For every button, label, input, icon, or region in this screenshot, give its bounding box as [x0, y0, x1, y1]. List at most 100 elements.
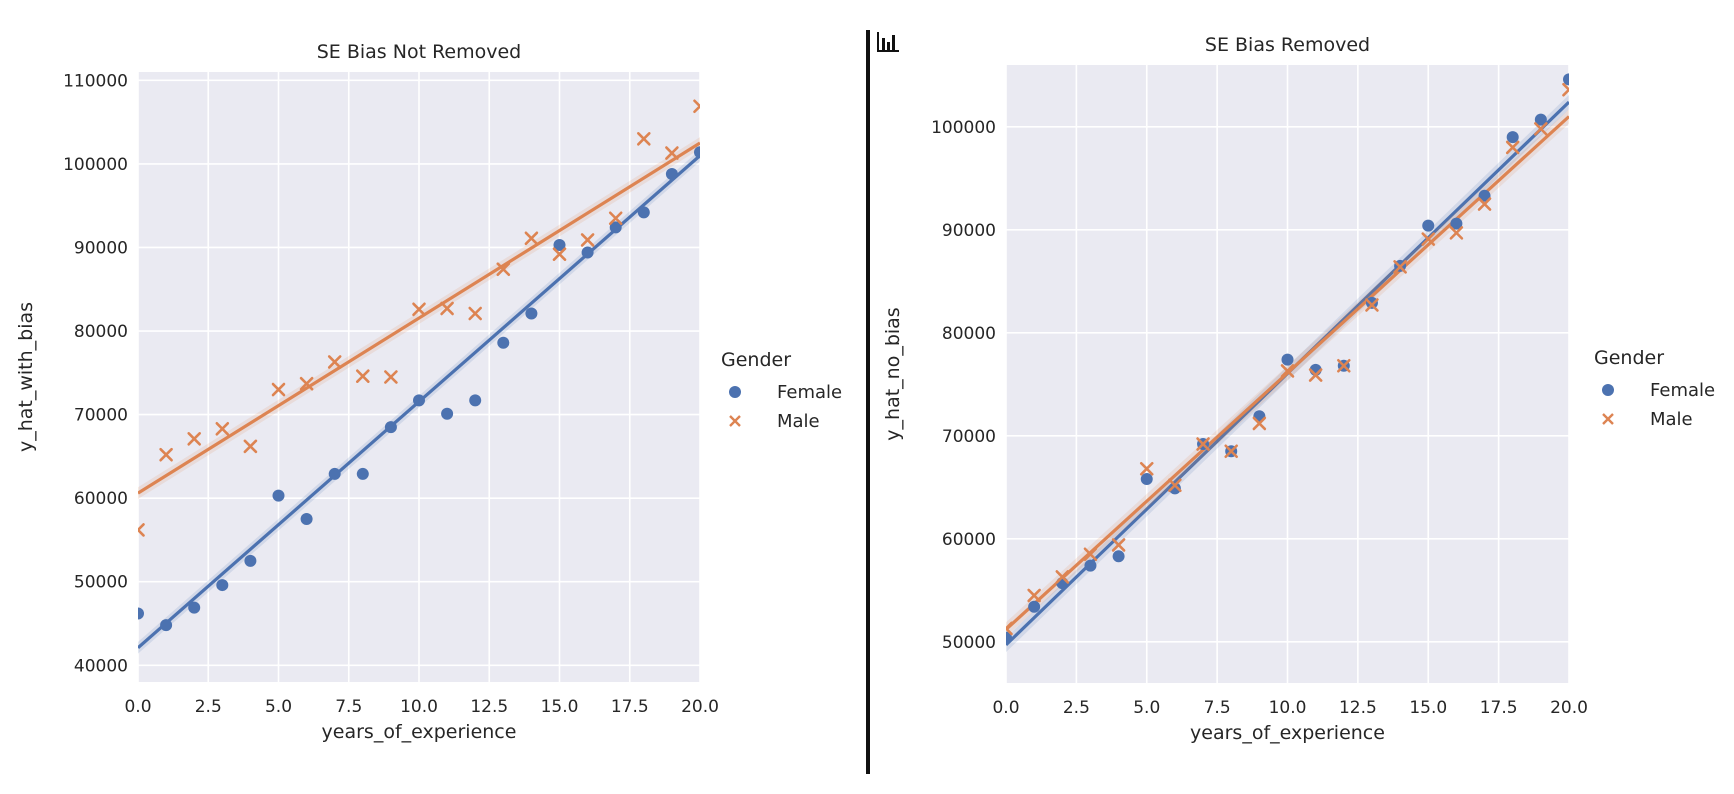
male-point [356, 369, 370, 383]
y-tick-label: 70000 [74, 406, 128, 426]
female-point [1112, 550, 1125, 563]
male-point [665, 146, 679, 160]
female-point [1563, 73, 1569, 86]
male-point [1449, 226, 1464, 240]
legend-marker-female [729, 386, 741, 398]
male-point [1308, 368, 1323, 382]
chart-panel-2 [1005, 65, 1614, 683]
male-point [552, 247, 567, 261]
y-tick-label: 90000 [74, 238, 128, 258]
male-point [468, 306, 482, 321]
x-tick-label: 0.0 [124, 697, 151, 717]
female-point [138, 607, 144, 620]
male-point [1534, 122, 1548, 136]
x-tick-label: 12.5 [470, 697, 508, 717]
x-tick-label: 17.5 [611, 697, 649, 717]
x-tick-label: 20.0 [1550, 698, 1588, 718]
male-point [384, 370, 398, 384]
data-layer [1006, 73, 1569, 653]
male-fit-line [1006, 115, 1569, 631]
male-point [1280, 364, 1295, 378]
female-point [1168, 482, 1181, 495]
female-point [1534, 113, 1547, 126]
male-point [1393, 260, 1407, 274]
female-point [1365, 296, 1378, 309]
male-point [271, 382, 286, 397]
male-point [187, 432, 201, 446]
legend-marker-male [729, 415, 741, 427]
female-point [1478, 189, 1491, 202]
y-tick-label: 90000 [942, 221, 996, 241]
female-point [272, 489, 285, 502]
male-point [580, 233, 595, 247]
female-point [441, 407, 454, 420]
x-tick-label: 15.0 [541, 697, 579, 717]
legend-title: Gender [721, 349, 791, 371]
legend [1602, 384, 1614, 425]
x-tick-label: 2.5 [195, 697, 222, 717]
male-point [1083, 547, 1098, 562]
legend-label: Female [777, 382, 842, 403]
male-fit-line [138, 141, 700, 495]
x-tick-label: 10.0 [400, 697, 438, 717]
male-point [159, 447, 173, 462]
male-point [412, 302, 426, 317]
female-point [1140, 473, 1153, 486]
y-tick-label: 50000 [74, 573, 128, 593]
x-tick-label: 2.5 [1063, 698, 1090, 718]
y-axis-label: y_hat_no_bias [882, 307, 904, 440]
y-tick-label: 40000 [74, 656, 128, 676]
male-point [299, 376, 314, 391]
female-point [581, 246, 594, 259]
female-point [553, 238, 566, 251]
male-point [1055, 570, 1070, 584]
x-tick-label: 12.5 [1339, 698, 1377, 718]
male-point [693, 99, 700, 114]
female-point [1422, 219, 1435, 232]
x-tick-label: 15.0 [1409, 698, 1447, 718]
female-point [216, 579, 229, 592]
output-divider [866, 30, 870, 774]
female-point [694, 146, 700, 159]
x-axis-label: years_of_experience [322, 721, 517, 743]
y-tick-label: 110000 [63, 71, 128, 91]
y-tick-label: 80000 [942, 324, 996, 344]
bar-chart-icon[interactable] [876, 30, 900, 52]
legend-marker-male [1602, 413, 1614, 425]
female-point [1450, 217, 1463, 230]
female-point [1056, 577, 1069, 590]
male-point [1006, 621, 1013, 636]
female-point [356, 467, 369, 480]
chart-panel-1 [137, 72, 741, 682]
female-point [160, 619, 173, 632]
male-point [1477, 197, 1492, 211]
x-axis-label: years_of_experience [1190, 722, 1385, 744]
female-point [609, 221, 622, 234]
x-tick-label: 10.0 [1269, 698, 1307, 718]
y-tick-label: 50000 [942, 633, 996, 653]
legend-label: Female [1650, 380, 1715, 401]
legend-marker-female [1602, 384, 1614, 396]
female-point [384, 421, 397, 434]
y-tick-label: 60000 [942, 530, 996, 550]
male-point [1027, 588, 1041, 603]
male-point [1252, 416, 1267, 431]
x-tick-label: 7.5 [335, 697, 362, 717]
male-point [496, 262, 511, 277]
male-point [1505, 140, 1520, 155]
male-point [1365, 298, 1379, 312]
female-point [497, 336, 510, 349]
y-tick-label: 100000 [63, 155, 128, 175]
female-point [188, 601, 201, 614]
female-point [1506, 131, 1519, 144]
male-point [243, 439, 258, 454]
female-point [665, 167, 678, 180]
legend-label: Male [777, 411, 820, 432]
female-point [1028, 600, 1041, 613]
legend-label: Male [1650, 409, 1693, 430]
x-tick-label: 5.0 [1133, 698, 1160, 718]
x-tick-label: 7.5 [1204, 698, 1231, 718]
legend [729, 386, 741, 427]
male-point [327, 355, 342, 369]
